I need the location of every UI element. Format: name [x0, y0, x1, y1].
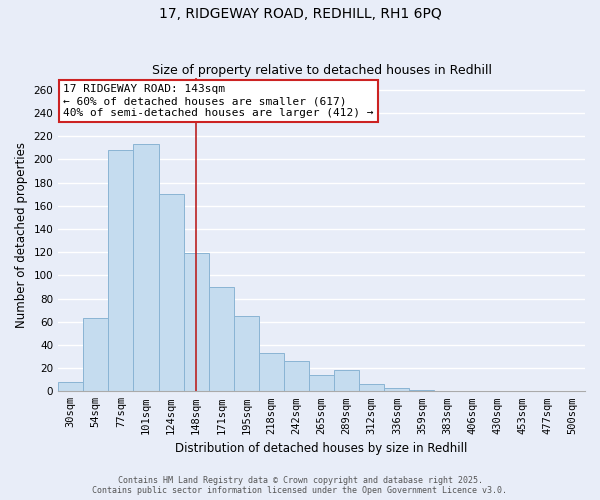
Bar — [234, 316, 259, 392]
Bar — [385, 388, 409, 392]
Text: 17, RIDGEWAY ROAD, REDHILL, RH1 6PQ: 17, RIDGEWAY ROAD, REDHILL, RH1 6PQ — [158, 8, 442, 22]
Bar — [409, 390, 434, 392]
Bar — [109, 150, 133, 392]
Bar — [259, 353, 284, 392]
Bar — [209, 287, 234, 392]
Bar — [133, 144, 158, 392]
Bar — [58, 382, 83, 392]
Bar — [359, 384, 385, 392]
Bar — [158, 194, 184, 392]
Title: Size of property relative to detached houses in Redhill: Size of property relative to detached ho… — [152, 64, 491, 77]
Bar — [83, 318, 109, 392]
X-axis label: Distribution of detached houses by size in Redhill: Distribution of detached houses by size … — [175, 442, 468, 455]
Text: Contains HM Land Registry data © Crown copyright and database right 2025.
Contai: Contains HM Land Registry data © Crown c… — [92, 476, 508, 495]
Bar — [184, 254, 209, 392]
Bar — [284, 361, 309, 392]
Bar — [309, 375, 334, 392]
Bar — [334, 370, 359, 392]
Y-axis label: Number of detached properties: Number of detached properties — [15, 142, 28, 328]
Text: 17 RIDGEWAY ROAD: 143sqm
← 60% of detached houses are smaller (617)
40% of semi-: 17 RIDGEWAY ROAD: 143sqm ← 60% of detach… — [64, 84, 374, 117]
